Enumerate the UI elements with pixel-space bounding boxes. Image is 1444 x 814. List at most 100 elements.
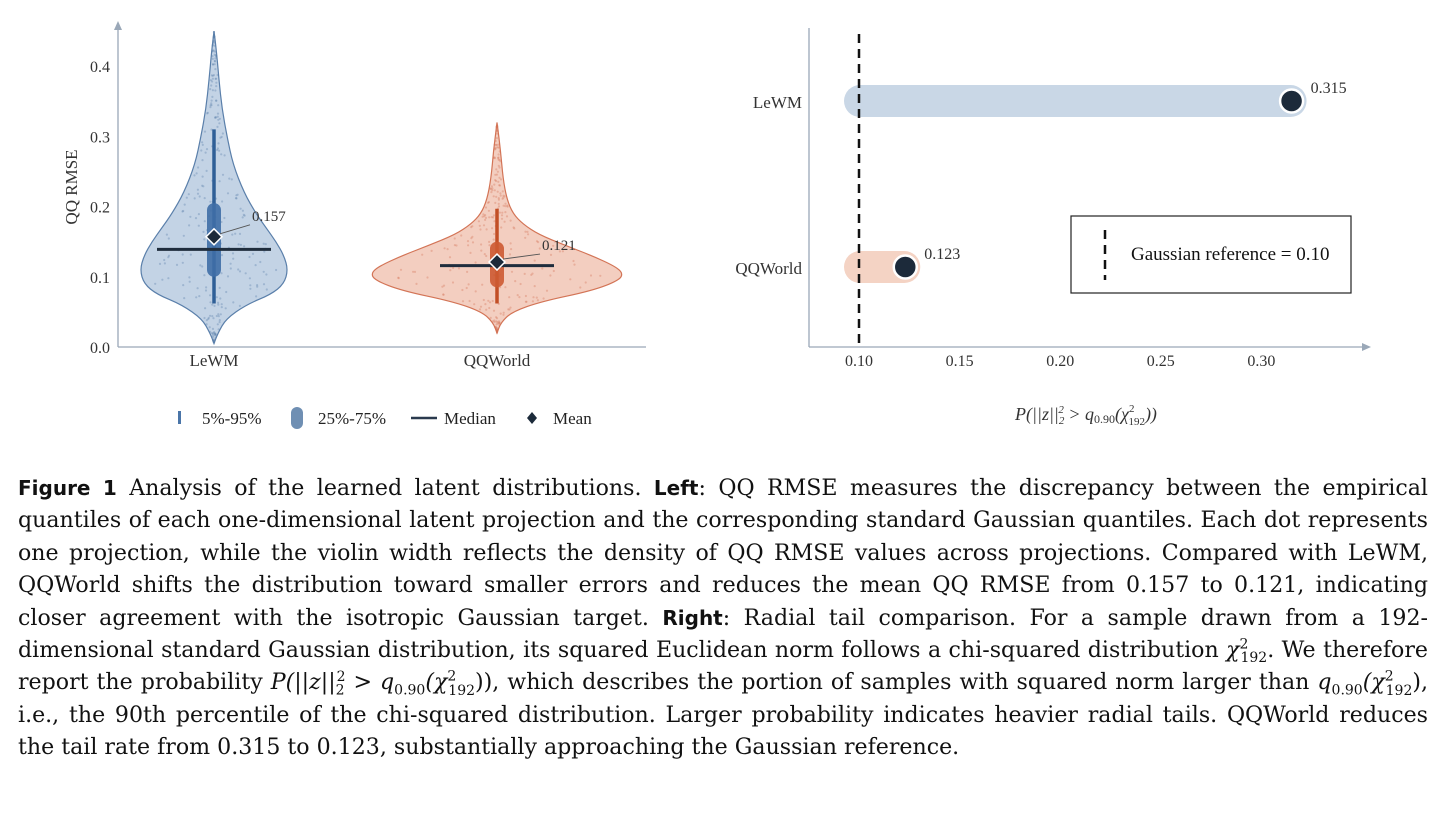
y-tick-label: 0.2: [90, 200, 110, 217]
data-dot: [572, 259, 575, 263]
data-dot: [229, 262, 232, 265]
data-dot: [212, 40, 215, 44]
data-dot: [485, 308, 488, 311]
data-dot: [154, 282, 157, 285]
data-dot: [413, 270, 417, 273]
data-dot: [504, 205, 507, 208]
data-dot: [504, 202, 507, 205]
data-dot: [197, 224, 200, 227]
data-dot: [589, 274, 593, 277]
data-dot: [209, 314, 212, 317]
data-dot: [211, 327, 215, 330]
data-dot: [248, 277, 251, 280]
data-dot: [509, 306, 512, 309]
data-dot: [552, 269, 555, 273]
data-dot: [466, 270, 469, 273]
x-tick-label: 0.30: [1247, 353, 1275, 370]
data-dot: [471, 225, 474, 228]
data-dot: [161, 278, 164, 281]
data-dot: [209, 200, 212, 203]
data-dot: [213, 60, 217, 63]
y-axis-label: QQ RMSE: [62, 149, 81, 224]
data-dot: [489, 301, 492, 304]
data-dot: [249, 287, 252, 290]
data-dot: [208, 326, 211, 329]
data-dot: [212, 49, 215, 52]
data-dot: [213, 59, 216, 63]
data-dot: [493, 148, 496, 151]
data-dot: [226, 275, 230, 278]
legend-label: Median: [444, 409, 496, 428]
data-dot: [211, 332, 214, 335]
data-dot: [167, 277, 170, 280]
data-dot: [502, 313, 505, 316]
data-dot: [484, 214, 487, 217]
data-dot: [519, 282, 522, 286]
data-dot: [212, 341, 215, 344]
data-dot: [195, 296, 198, 299]
data-dot: [205, 169, 208, 172]
data-dot: [495, 144, 498, 147]
data-dot: [211, 44, 214, 47]
data-dot: [214, 77, 217, 80]
data-dot: [197, 213, 200, 216]
data-dot: [492, 309, 496, 312]
data-dot: [490, 191, 493, 194]
data-dot: [182, 209, 185, 213]
data-dot: [584, 281, 587, 284]
figure-caption: Figure 1 Analysis of the learned latent …: [18, 475, 1429, 761]
data-dot: [485, 254, 488, 258]
data-dot: [238, 270, 242, 273]
data-dot: [221, 173, 225, 176]
y-tick-label: 0.1: [90, 270, 110, 287]
data-dot: [493, 143, 496, 146]
data-dot: [238, 232, 242, 235]
data-dot: [213, 341, 216, 344]
data-dot: [488, 240, 491, 243]
data-dot: [480, 249, 483, 252]
data-dot: [232, 257, 235, 260]
data-dot: [217, 118, 220, 121]
legend-label: 5%-95%: [202, 409, 261, 428]
data-dot: [183, 203, 186, 206]
legend-iqr-icon: [291, 407, 303, 429]
x-tick-label: 0.20: [1046, 353, 1074, 370]
data-dot: [217, 313, 220, 316]
data-dot: [490, 216, 493, 219]
data-dot: [494, 139, 497, 143]
data-dot: [205, 286, 208, 289]
data-dot: [527, 233, 530, 236]
data-dot: [412, 270, 415, 273]
data-dot: [213, 44, 216, 47]
data-dot: [470, 237, 473, 240]
mean-leader: [219, 224, 251, 235]
data-dot: [510, 270, 514, 273]
data-dot: [193, 197, 196, 200]
data-dot: [213, 39, 216, 42]
data-dot: [502, 196, 505, 199]
data-dot: [215, 116, 218, 119]
data-dot: [467, 244, 470, 247]
data-dot: [482, 213, 485, 216]
data-dot: [212, 317, 215, 320]
x-tick-label: 0.10: [845, 353, 873, 370]
data-dot: [512, 226, 515, 229]
data-dot: [497, 180, 500, 183]
data-dot: [201, 184, 204, 187]
data-dot: [203, 274, 206, 277]
data-dot: [209, 330, 212, 333]
data-dot: [545, 289, 549, 292]
data-dot: [218, 149, 221, 152]
data-dot: [218, 117, 221, 120]
data-dot: [497, 156, 500, 160]
data-dot: [491, 299, 494, 303]
data-dot: [204, 289, 208, 292]
data-dot: [496, 329, 499, 332]
data-dot: [579, 286, 582, 289]
data-dot: [216, 73, 219, 77]
data-dot: [531, 300, 535, 303]
data-dot: [516, 294, 519, 297]
data-dot: [523, 272, 526, 275]
data-dot: [206, 111, 209, 114]
data-dot: [561, 250, 565, 253]
